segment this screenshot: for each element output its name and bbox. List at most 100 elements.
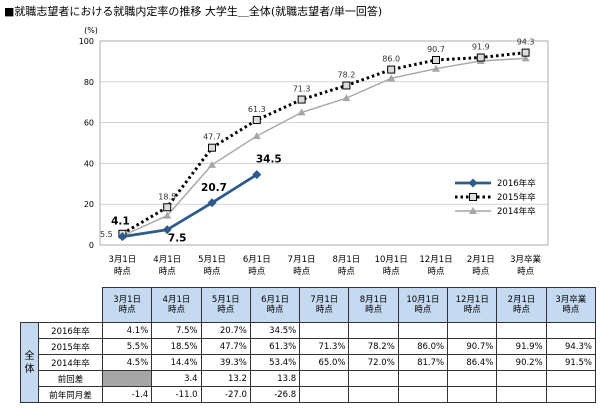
data-point: [208, 143, 216, 152]
row-group-char: 体: [24, 363, 35, 375]
x-tick-label: 時点: [472, 267, 490, 277]
x-tick-label: 5月1日: [198, 255, 226, 265]
table-cell: [496, 386, 547, 403]
data-point: [469, 193, 477, 201]
column-header-line: 3月1日: [113, 295, 142, 305]
legend-label: 2015年卒: [497, 192, 536, 203]
table-cell: 4.5%: [101, 354, 153, 371]
row-label: 2014年卒: [38, 354, 103, 371]
table-corner: [20, 287, 103, 323]
table-cell: 7.5%: [151, 322, 202, 339]
column-header-line: 4月1日: [162, 295, 191, 305]
data-point: [207, 198, 217, 208]
series-line-2015年卒: [121, 51, 526, 236]
data-point: [387, 74, 396, 82]
column-header: 12月1日 時点: [447, 287, 498, 323]
table-cell: [101, 370, 153, 387]
table-cell: 4.1%: [101, 322, 153, 339]
data-label: 71.3: [293, 85, 311, 94]
data-point: [252, 132, 261, 140]
x-tick-label: 時点: [517, 267, 535, 277]
table-cell: -11.0: [151, 386, 202, 403]
data-label: 94.3: [517, 38, 535, 47]
column-header-line: 時点: [562, 305, 580, 315]
table-cell: 81.7%: [397, 354, 449, 371]
x-tick-label: 10月1日: [375, 255, 408, 265]
table-cell: 90.7%: [447, 338, 498, 355]
table-cell: [496, 322, 547, 339]
table-cell: [397, 386, 449, 403]
table-cell: 47.7%: [200, 338, 251, 355]
table-cell: 72.0%: [348, 354, 399, 371]
table-cell: 53.4%: [249, 354, 301, 371]
table-cell: 14.4%: [151, 354, 202, 371]
table-cell: -26.8: [249, 386, 301, 403]
column-header-line: 5月1日: [211, 295, 240, 305]
data-label: 34.5: [256, 154, 282, 166]
column-header-line: 時点: [266, 305, 284, 315]
table-cell: [545, 322, 597, 339]
data-label: 86.0: [382, 55, 400, 64]
x-tick-label: 時点: [203, 267, 221, 277]
table-cell: 18.5%: [151, 338, 202, 355]
table-cell: 90.2%: [496, 354, 547, 371]
data-point: [162, 225, 172, 235]
data-point: [342, 81, 351, 90]
column-header-line: 8月1日: [359, 295, 388, 305]
x-tick-label: 時点: [338, 267, 356, 277]
row-group-char: 全: [24, 350, 35, 362]
y-tick-label: 60: [84, 119, 94, 128]
column-header: 3月卒業 時点: [545, 287, 597, 323]
table-cell: -27.0: [200, 386, 251, 403]
plot-area: [99, 40, 549, 246]
table-cell: [447, 370, 498, 387]
data-point: [468, 178, 478, 188]
column-header-line: 3月卒業: [555, 295, 587, 305]
table-cell: 61.3%: [249, 338, 301, 355]
column-header-line: 12月1日: [455, 295, 489, 305]
data-point: [342, 94, 351, 102]
data-label: 20.7: [201, 182, 227, 194]
table-cell: [299, 386, 350, 403]
row-label: 前回差: [38, 370, 103, 387]
x-tick-label: 12月1日: [419, 255, 452, 265]
column-header-line: 時点: [315, 305, 333, 315]
table-cell: 94.3%: [545, 338, 597, 355]
x-tick-label: 時点: [114, 267, 132, 277]
data-point: [521, 54, 530, 62]
data-point: [163, 211, 172, 219]
legend-label: 2014年卒: [497, 206, 536, 217]
table-cell: [447, 322, 498, 339]
x-tick-label: 4月1日: [153, 255, 181, 265]
data-point: [387, 65, 396, 74]
column-header-line: 2月1日: [507, 295, 536, 305]
data-label: 4.1: [111, 216, 130, 228]
data-point: [163, 203, 172, 212]
x-tick-label: 時点: [159, 267, 177, 277]
table-cell: [299, 370, 350, 387]
column-header-line: 時点: [217, 305, 235, 315]
column-header: 8月1日 時点: [348, 287, 399, 323]
x-tick-label: 時点: [248, 267, 266, 277]
data-label: 5.5: [100, 230, 113, 239]
column-header: 3月1日 時点: [101, 287, 153, 323]
x-tick-label: 時点: [383, 267, 401, 277]
data-point: [521, 48, 530, 57]
table-cell: 86.0%: [397, 338, 449, 355]
row-group-label: 全体: [20, 322, 39, 403]
table-header-row: 3月1日 時点 4月1日 時点 5月1日 時点 6月1日 時点 7月1日 時点 8月1日 時点 10月1…: [20, 287, 597, 323]
column-header: 5月1日 時点: [200, 287, 251, 323]
data-label: 78.2: [337, 70, 355, 79]
data-point: [297, 95, 306, 104]
table-cell: 13.8: [249, 370, 301, 387]
y-tick-label: 100: [79, 37, 94, 46]
table-cell: [348, 322, 399, 339]
data-label: 7.5: [168, 233, 187, 245]
column-header: 6月1日 時点: [249, 287, 301, 323]
data-point: [432, 55, 440, 64]
table-cell: [545, 386, 597, 403]
y-tick-label: 40: [84, 159, 94, 168]
column-header-line: 10月1日: [406, 295, 440, 305]
x-tick-label: 8月1日: [332, 255, 360, 265]
